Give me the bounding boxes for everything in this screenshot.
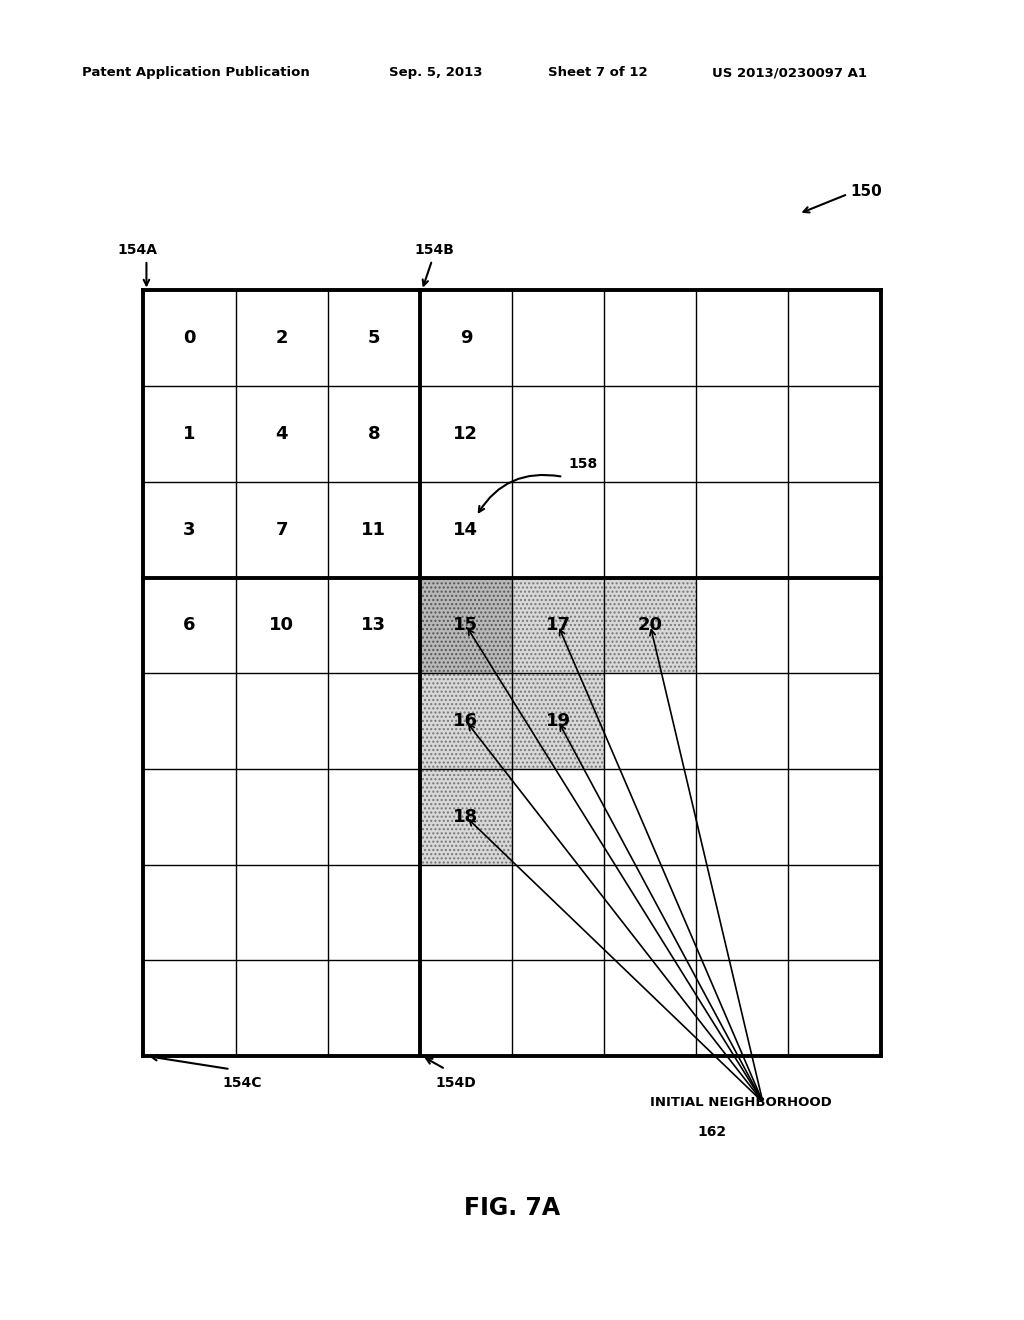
Bar [420, 768, 512, 865]
Text: 14: 14 [454, 520, 478, 539]
Bar [512, 673, 604, 768]
Text: 3: 3 [183, 520, 196, 539]
Bar [420, 673, 512, 768]
Text: 8: 8 [368, 425, 380, 444]
Text: 4: 4 [275, 425, 288, 444]
Text: US 2013/0230097 A1: US 2013/0230097 A1 [712, 66, 866, 79]
Text: Sep. 5, 2013: Sep. 5, 2013 [389, 66, 482, 79]
Text: 11: 11 [361, 520, 386, 539]
Text: INITIAL NEIGHBORHOOD: INITIAL NEIGHBORHOOD [650, 1096, 831, 1109]
Text: Sheet 7 of 12: Sheet 7 of 12 [548, 66, 647, 79]
Bar [512, 578, 604, 673]
Text: 19: 19 [546, 711, 570, 730]
Bar [420, 768, 512, 865]
Text: 17: 17 [546, 616, 570, 635]
Text: 0: 0 [183, 329, 196, 347]
Bar [512, 673, 604, 768]
Text: 1: 1 [183, 425, 196, 444]
Text: 10: 10 [269, 616, 294, 635]
Text: 154A: 154A [118, 243, 158, 257]
Text: 162: 162 [697, 1125, 726, 1139]
Text: 6: 6 [183, 616, 196, 635]
Text: 20: 20 [638, 616, 663, 635]
Text: 13: 13 [361, 616, 386, 635]
Text: 9: 9 [460, 329, 472, 347]
Bar [604, 578, 696, 673]
Text: 15: 15 [454, 616, 478, 635]
Bar [420, 578, 512, 673]
Text: 12: 12 [454, 425, 478, 444]
Bar [420, 578, 512, 673]
Text: Patent Application Publication: Patent Application Publication [82, 66, 309, 79]
Text: 154C: 154C [222, 1076, 262, 1090]
Text: 154B: 154B [415, 243, 455, 257]
Text: 2: 2 [275, 329, 288, 347]
Text: 154D: 154D [435, 1076, 476, 1090]
Bar [420, 673, 512, 768]
Text: 18: 18 [454, 808, 478, 826]
Bar [604, 578, 696, 673]
Text: 16: 16 [454, 711, 478, 730]
Text: 7: 7 [275, 520, 288, 539]
Text: 158: 158 [568, 457, 598, 471]
Text: FIG. 7A: FIG. 7A [464, 1196, 560, 1220]
Bar [512, 578, 604, 673]
Text: 5: 5 [368, 329, 380, 347]
Text: 150: 150 [850, 183, 882, 199]
